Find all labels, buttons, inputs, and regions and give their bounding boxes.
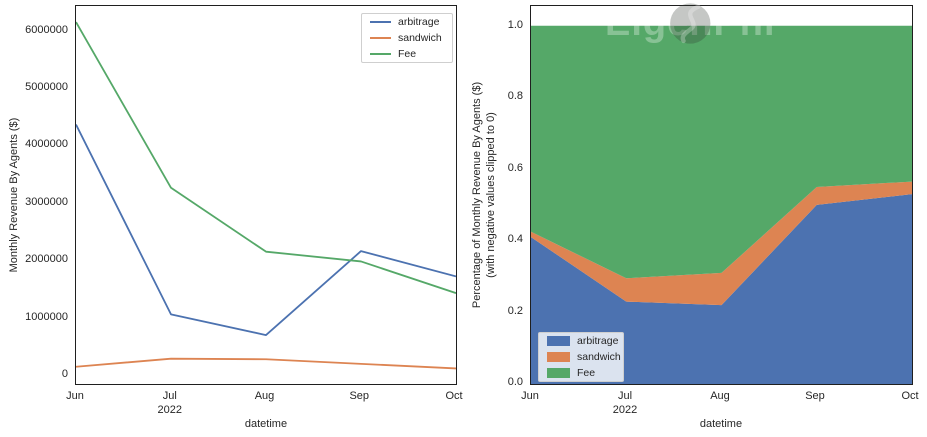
y-tick-label: 0.4 (507, 233, 523, 246)
legend-label: arbitrage (398, 15, 440, 28)
x-tick-label: Sep (805, 390, 825, 402)
y-tick-label: 0 (61, 367, 68, 380)
x-tick-label: Oct (445, 390, 463, 402)
legend-item-sandwich: sandwich (370, 31, 444, 46)
legend-line-swatch-sandwich (370, 37, 391, 39)
y-tick-label: 0.8 (507, 90, 523, 103)
x-tick-label: Jun (66, 390, 84, 402)
y-tick-label: 1.0 (507, 18, 523, 31)
legend-label: Fee (577, 366, 596, 379)
legend-label: arbitrage (577, 334, 619, 347)
y-tick-label: 4000000 (25, 138, 68, 151)
legend-label: sandwich (398, 31, 442, 44)
plot-area-left (75, 5, 457, 385)
series-area-arbitrage (531, 194, 912, 384)
y-axis-label-right: Percentage of Monthly Revenue By Agents … (470, 82, 498, 308)
series-line-sandwich (76, 357, 456, 370)
legend-item-arbitrage: arbitrage (370, 15, 444, 30)
x-tick-label: Oct (901, 390, 919, 402)
y-tick-label: 5000000 (25, 81, 68, 94)
y-tick-label: 1000000 (25, 310, 68, 323)
x-tick-label: Aug (710, 390, 730, 402)
y-tick-label: 6000000 (25, 23, 68, 36)
legend-label: sandwich (577, 350, 621, 363)
series-line-arbitrage (76, 124, 456, 336)
x-tick-year-label: 2022 (612, 404, 638, 416)
y-tick-label: 0.0 (507, 376, 523, 388)
y-axis-label-right-line2: (with negative values clipped to 0) (485, 112, 497, 278)
legend-item-fee: Fee (547, 366, 615, 381)
x-tick-label: Sep (349, 390, 370, 402)
legend-fill-swatch-arbitrage (547, 336, 570, 346)
legend-left: arbitrage sandwich Fee (361, 13, 453, 63)
y-tick-label: 0.6 (507, 161, 523, 174)
series-area-Fee (531, 25, 912, 279)
x-tick-year-label: 2022 (157, 404, 182, 416)
line-chart-canvas (76, 21, 456, 370)
y-axis-label-right-line1: Percentage of Monthly Revenue By Agents … (471, 81, 483, 309)
x-tick-label: Jun (521, 390, 539, 402)
legend-item-sandwich: sandwich (547, 350, 621, 365)
plot-area-right: EigenPhi (530, 2, 913, 385)
legend-line-swatch-arbitrage (370, 21, 391, 23)
x-tick-label: Aug (254, 390, 275, 402)
y-tick-label: 2000000 (25, 253, 68, 266)
legend-line-swatch-fee (370, 53, 391, 55)
series-area-sandwich (531, 181, 912, 306)
legend-item-arbitrage: arbitrage (547, 334, 619, 349)
x-tick-label: Jul (617, 390, 633, 402)
legend-fill-swatch-fee (547, 368, 570, 378)
legend-label: Fee (398, 47, 417, 60)
legend-fill-swatch-sandwich (547, 352, 570, 362)
y-tick-label: 3000000 (25, 195, 68, 208)
series-line-Fee (76, 21, 456, 294)
y-tick-label: 0.2 (507, 304, 523, 317)
x-tick-label: Jul (162, 390, 177, 402)
legend-item-fee: Fee (370, 47, 444, 62)
x-axis-label-right: datetime (699, 418, 743, 430)
x-axis-label-left: datetime (244, 418, 288, 430)
legend-right: arbitrage sandwich Fee (538, 332, 624, 382)
stacked-area-canvas (531, 25, 912, 384)
